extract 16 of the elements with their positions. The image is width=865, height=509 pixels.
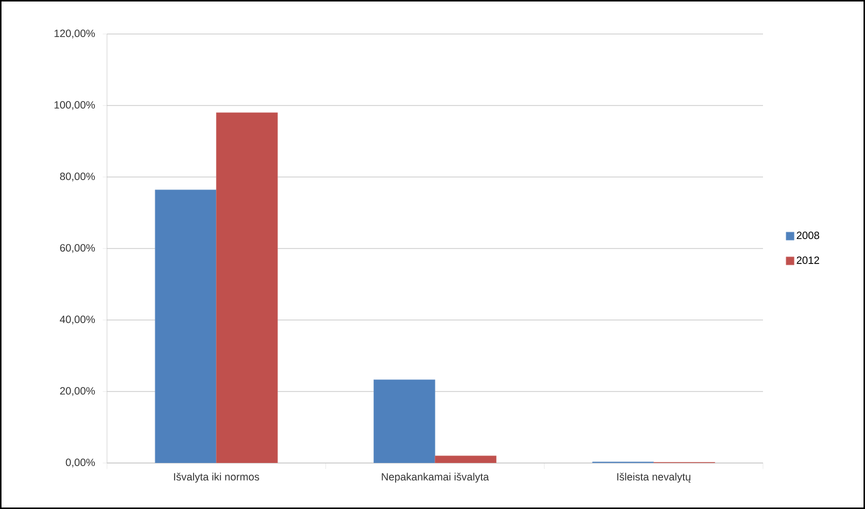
y-tick-label: 100,00% bbox=[54, 101, 95, 110]
bar bbox=[216, 112, 278, 463]
y-tick-label: 60,00% bbox=[60, 244, 95, 253]
y-tick-label: 40,00% bbox=[60, 316, 95, 324]
x-tick-label: Išvalyta iki normos bbox=[174, 472, 260, 483]
legend-label: 2008 bbox=[796, 232, 820, 240]
y-tick-label: 0,00% bbox=[66, 458, 95, 468]
bar bbox=[154, 190, 217, 463]
bar bbox=[374, 380, 436, 463]
y-tick-label: 120,00% bbox=[54, 30, 95, 38]
y-tick-label: 80,00% bbox=[60, 172, 95, 182]
y-tick-label: 20,00% bbox=[60, 387, 95, 396]
legend-label: 2012 bbox=[796, 256, 820, 264]
x-tick-label: Nepakankamai išvalyta bbox=[382, 472, 489, 483]
bar bbox=[435, 456, 496, 463]
x-tick-label: Išleista nevalytų bbox=[617, 472, 690, 483]
